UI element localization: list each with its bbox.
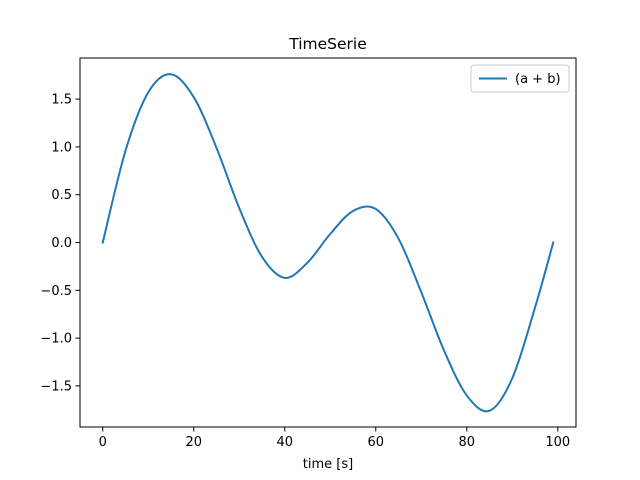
legend-label: (a + b) [515, 72, 561, 87]
x-axis-label: time [s] [303, 457, 353, 472]
y-tick-label: 0.5 [51, 188, 72, 203]
x-tick-label: 80 [459, 435, 476, 450]
x-tick-label: 20 [185, 435, 202, 450]
x-tick-label: 0 [99, 435, 107, 450]
y-tick-label: 1.5 [51, 93, 72, 108]
plot-area: 0 20 40 60 80 100 −1.5 −1.0 −0.5 0.0 0.5 1.0 1.5 (a +… [40, 57, 577, 450]
y-tick-label: −0.5 [40, 284, 72, 299]
series-line [101, 73, 555, 413]
x-tick-label: 40 [276, 435, 293, 450]
x-tick-label: 60 [368, 435, 385, 450]
chart-title: TimeSerie [288, 35, 367, 53]
legend-box [470, 64, 570, 93]
y-tick-label: 0.0 [51, 236, 72, 251]
y-tick-label: 1.0 [51, 140, 72, 155]
x-tick-label: 100 [545, 435, 570, 450]
y-tick-label: −1.5 [40, 379, 72, 394]
y-tick-label: −1.0 [40, 332, 72, 347]
